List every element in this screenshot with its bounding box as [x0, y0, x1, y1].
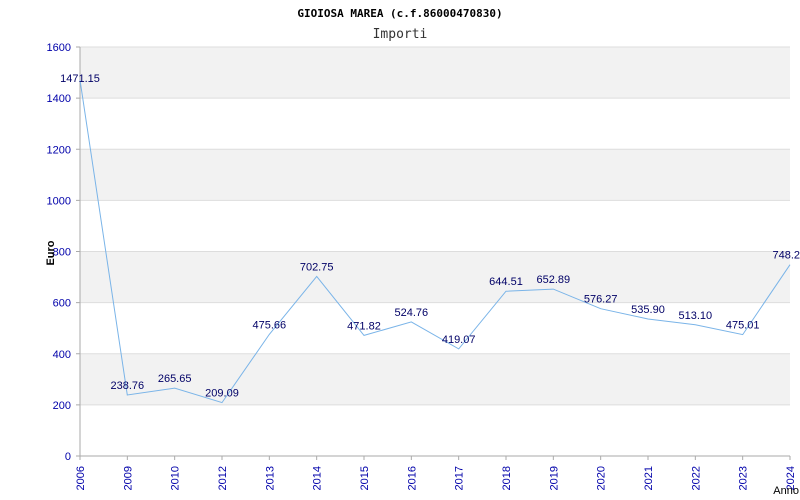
plot-band: [80, 47, 790, 99]
x-tick-label: 2019: [548, 466, 560, 490]
y-axis-ticks: 0 200 400 600 800 1000 1200 1400 1600: [47, 42, 80, 463]
x-tick-label: 2016: [406, 466, 418, 490]
x-tick-label: 2022: [690, 466, 702, 490]
data-label: 238.76: [111, 380, 145, 392]
x-tick-label: 2020: [596, 466, 608, 490]
plot-band: [80, 98, 790, 150]
data-label: 524.76: [395, 307, 429, 319]
data-label: 576.27: [584, 294, 618, 306]
data-label: 748.2: [772, 250, 800, 262]
y-tick-label: 1000: [47, 195, 71, 207]
data-label: 475.66: [253, 319, 287, 331]
x-tick-label: 2018: [501, 466, 513, 490]
x-tick-label: 2023: [738, 466, 750, 490]
data-labels: 1471.15 238.76 265.65 209.09 475.66 702.75 471…: [60, 73, 800, 400]
x-tick-label: 2012: [217, 466, 229, 490]
x-tick-label: 2024: [785, 466, 797, 490]
plot-band: [80, 302, 790, 354]
plot-band: [80, 200, 790, 252]
y-tick-label: 400: [53, 349, 71, 361]
data-label: 652.89: [537, 274, 571, 286]
data-label: 644.51: [489, 276, 523, 288]
y-tick-label: 800: [53, 247, 71, 259]
series-line: [79, 79, 791, 404]
chart-title: GIOIOSA MAREA (c.f.86000470830): [297, 7, 502, 20]
data-label: 1471.15: [60, 73, 100, 85]
data-label: 535.90: [631, 304, 665, 316]
x-axis-ticks: 2006 2009 2010 2012 2013 2014 2015 2016 2017 2018…: [75, 456, 797, 490]
plot-band: [80, 251, 790, 303]
plot-background-bands: [80, 47, 790, 456]
data-label: 471.82: [347, 320, 381, 332]
y-tick-label: 200: [53, 400, 71, 412]
x-tick-label: 2014: [312, 466, 324, 490]
y-tick-label: 1200: [47, 144, 71, 156]
plot-band: [80, 353, 790, 405]
y-tick-label: 0: [65, 451, 71, 463]
y-tick-label: 1600: [47, 42, 71, 54]
y-axis-label: Euro: [45, 240, 57, 265]
plot-band: [80, 404, 790, 456]
data-label: 419.07: [442, 334, 476, 346]
x-tick-label: 2017: [454, 466, 466, 490]
x-tick-label: 2013: [264, 466, 276, 490]
data-label: 265.65: [158, 373, 192, 385]
plot-band: [80, 149, 790, 201]
data-label: 209.09: [205, 388, 239, 400]
y-tick-label: 1400: [47, 93, 71, 105]
x-axis-label: Anno: [773, 485, 799, 497]
x-tick-label: 2015: [359, 466, 371, 490]
data-label: 513.10: [679, 310, 713, 322]
data-label: 702.75: [300, 261, 334, 273]
x-tick-label: 2006: [75, 466, 87, 490]
data-label: 475.01: [726, 320, 760, 332]
x-tick-label: 2010: [170, 466, 182, 490]
y-tick-label: 600: [53, 298, 71, 310]
x-tick-label: 2021: [643, 466, 655, 490]
x-tick-label: 2009: [122, 466, 134, 490]
chart-subtitle: Importi: [373, 27, 428, 42]
